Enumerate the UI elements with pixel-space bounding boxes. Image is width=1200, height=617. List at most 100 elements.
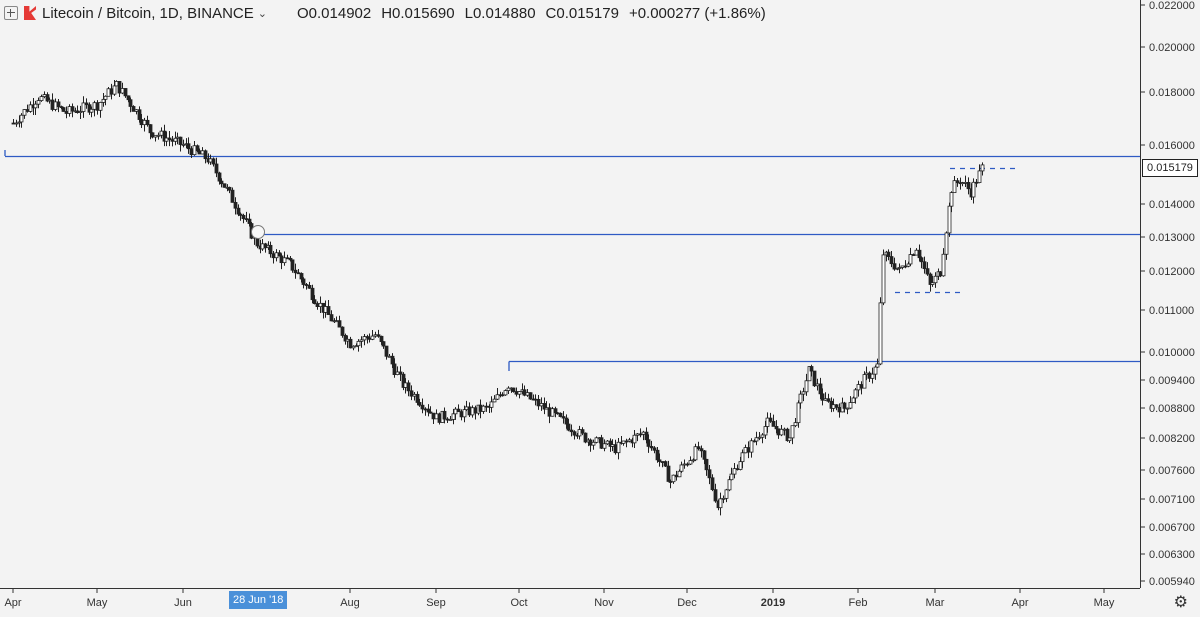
candle-body <box>279 255 284 264</box>
chevron-down-icon[interactable]: ⌄ <box>257 7 267 20</box>
price-tick-label: 0.013000 <box>1149 232 1195 244</box>
candle <box>952 175 957 194</box>
candle-body <box>159 130 164 136</box>
candle <box>340 326 345 338</box>
gear-icon[interactable]: ⚙ <box>1173 594 1188 611</box>
candle-body <box>139 119 144 126</box>
candle-body <box>495 394 500 400</box>
candle-body <box>22 109 27 116</box>
candle-body <box>804 380 809 393</box>
candle-body <box>462 409 467 418</box>
candle-body <box>150 132 155 138</box>
candle <box>558 412 563 418</box>
candle-body <box>566 423 571 431</box>
candle <box>489 396 494 413</box>
candle-body <box>203 150 208 160</box>
candle <box>688 456 693 466</box>
candle-body <box>666 465 671 482</box>
candle <box>908 247 913 266</box>
price-tick-label: 0.011000 <box>1149 305 1194 317</box>
candle-body <box>721 497 726 500</box>
candle <box>106 86 111 97</box>
candle-body <box>304 284 309 286</box>
candle <box>599 434 604 450</box>
candle-body <box>671 474 676 483</box>
time-tick-label: Mar <box>926 597 945 609</box>
candle-body <box>192 145 197 156</box>
candle-body <box>627 439 632 442</box>
candle <box>167 131 172 147</box>
candle <box>293 263 298 279</box>
candle-body <box>312 299 317 304</box>
candle <box>227 186 232 194</box>
candle-body <box>944 232 949 255</box>
candle-body <box>641 431 646 435</box>
candle-body <box>241 214 246 220</box>
candle-body <box>980 164 985 172</box>
candle-body <box>390 355 395 365</box>
candle-body <box>164 137 169 142</box>
candle-body <box>774 425 779 430</box>
candle <box>112 79 117 96</box>
candle-body <box>652 447 657 451</box>
candle-body <box>36 100 41 105</box>
candle <box>757 432 762 441</box>
candle-body <box>853 389 858 399</box>
candle-body <box>14 122 19 125</box>
candle <box>569 424 574 437</box>
candle-body <box>442 410 447 420</box>
candle-body <box>823 398 828 401</box>
candle-body <box>938 271 943 277</box>
candle <box>123 88 128 98</box>
candle-body <box>729 473 734 481</box>
candle <box>415 391 420 406</box>
candle-body <box>114 80 119 87</box>
candle-body <box>834 404 839 408</box>
candle-body <box>351 345 356 349</box>
candle <box>420 398 425 414</box>
candle <box>966 177 971 195</box>
candle-body <box>417 402 422 406</box>
candle-body <box>699 448 704 452</box>
candle-body <box>517 391 522 395</box>
candle-body <box>677 470 682 478</box>
candle <box>536 394 541 410</box>
candle-body <box>663 461 668 467</box>
candle-body <box>145 119 150 126</box>
symbol-title[interactable]: Litecoin / Bitcoin, 1D, BINANCE <box>42 4 254 22</box>
candle-body <box>743 447 748 454</box>
candle-body <box>340 326 345 336</box>
candle <box>889 250 894 268</box>
candle-body <box>128 99 133 107</box>
candle <box>326 300 331 315</box>
candle-body <box>230 189 235 203</box>
candle-body <box>919 257 924 263</box>
candle-body <box>732 468 737 475</box>
expand-icon[interactable] <box>4 6 18 20</box>
candle <box>826 393 831 403</box>
candle-body <box>809 366 814 372</box>
candle <box>848 396 853 410</box>
candle-body <box>61 107 66 112</box>
candle-body <box>911 254 916 256</box>
candle-body <box>219 180 224 185</box>
candle-body <box>503 390 508 396</box>
candle-body <box>481 405 486 412</box>
candle <box>230 187 235 203</box>
candle <box>392 358 397 378</box>
candle-body <box>329 314 334 322</box>
candle-body <box>873 366 878 375</box>
candle-body <box>434 413 439 420</box>
candle-body <box>381 341 386 347</box>
candle <box>878 297 883 366</box>
candle-body <box>933 275 938 284</box>
price-tick-label: 0.008800 <box>1149 403 1195 415</box>
ohlc-open: O0.014902 <box>296 4 372 22</box>
candle-body <box>81 102 86 112</box>
candle-body <box>299 273 304 280</box>
crosshair-marker <box>251 225 265 239</box>
candle-body <box>941 253 946 277</box>
candle-body <box>412 393 417 397</box>
